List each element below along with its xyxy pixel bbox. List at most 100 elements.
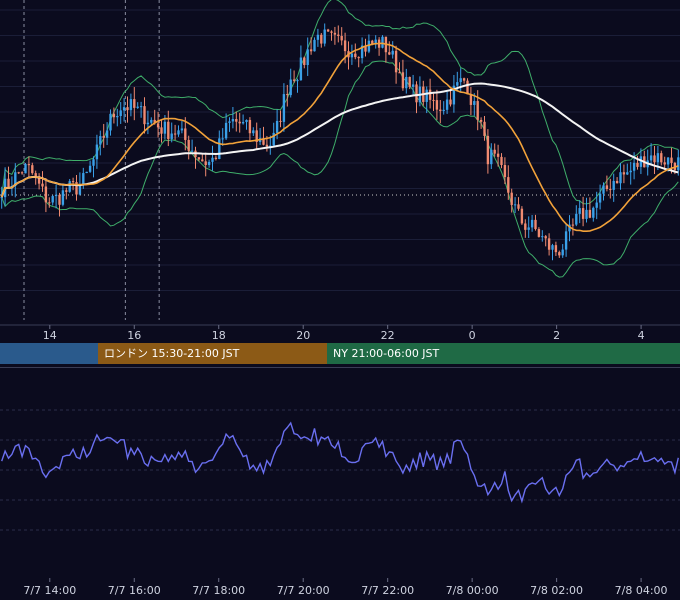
candle-up bbox=[316, 34, 320, 40]
candle-down bbox=[364, 45, 367, 52]
candle-down bbox=[333, 32, 337, 35]
oscillator-tick-label: 7/7 18:00 bbox=[192, 584, 245, 597]
candle-down bbox=[479, 119, 483, 122]
candle-up bbox=[122, 107, 126, 111]
candle-down bbox=[622, 172, 626, 175]
candle-down bbox=[235, 119, 238, 122]
candle-up bbox=[269, 145, 272, 147]
session-block bbox=[98, 343, 327, 364]
candle-down bbox=[354, 53, 357, 58]
price-tick-label: 0 bbox=[469, 329, 476, 342]
candle-down bbox=[340, 35, 343, 41]
candle-up bbox=[459, 78, 462, 83]
price-tick-label: 20 bbox=[296, 329, 310, 342]
candle-down bbox=[401, 72, 405, 89]
candle-up bbox=[92, 159, 95, 166]
candle-down bbox=[153, 119, 156, 124]
candle-down bbox=[398, 72, 401, 74]
candle-down bbox=[44, 186, 48, 203]
candle-down bbox=[238, 121, 241, 124]
candle-up bbox=[561, 249, 564, 256]
candles bbox=[0, 23, 680, 261]
candle-down bbox=[204, 161, 207, 166]
candle-down bbox=[670, 157, 673, 163]
candle-down bbox=[449, 99, 452, 105]
candle-down bbox=[524, 223, 527, 230]
candle-down bbox=[615, 180, 619, 184]
candle-up bbox=[639, 156, 643, 167]
candle-down bbox=[27, 164, 31, 166]
candle-up bbox=[619, 172, 622, 184]
candle-up bbox=[252, 130, 255, 134]
candle-up bbox=[221, 138, 224, 140]
oscillator-tick-label: 7/8 00:00 bbox=[446, 584, 499, 597]
oscillator-tick-label: 7/8 02:00 bbox=[530, 584, 583, 597]
candle-up bbox=[85, 171, 88, 174]
candle-up bbox=[411, 84, 415, 87]
price-tick-label: 16 bbox=[127, 329, 141, 342]
bollinger-upper bbox=[1, 0, 679, 205]
candle-up bbox=[177, 130, 180, 135]
candle-up bbox=[490, 149, 493, 165]
candle-down bbox=[248, 119, 252, 134]
candle-down bbox=[653, 155, 656, 163]
candle-up bbox=[68, 181, 71, 192]
candle-up bbox=[391, 50, 394, 55]
candle-down bbox=[571, 224, 575, 226]
candle-up bbox=[527, 227, 530, 230]
candle-down bbox=[357, 57, 360, 59]
candle-down bbox=[554, 245, 558, 253]
candle-down bbox=[660, 153, 663, 163]
oscillator-panel-bg bbox=[0, 368, 680, 580]
candle-down bbox=[184, 128, 187, 140]
candle-down bbox=[75, 182, 78, 195]
candle-up bbox=[360, 45, 364, 59]
candle-up bbox=[119, 110, 122, 116]
candle-down bbox=[343, 40, 347, 52]
candle-up bbox=[632, 162, 636, 171]
candle-up bbox=[224, 122, 228, 139]
candle-down bbox=[663, 162, 666, 165]
candle-up bbox=[163, 121, 167, 134]
session-label: NY 21:00-06:00 JST bbox=[333, 347, 440, 360]
candle-down bbox=[197, 157, 201, 160]
candle-down bbox=[262, 138, 265, 145]
candle-down bbox=[581, 208, 585, 219]
candle-down bbox=[112, 113, 116, 118]
candle-down bbox=[439, 109, 442, 112]
candle-up bbox=[207, 161, 211, 166]
candle-up bbox=[180, 128, 184, 131]
candle-down bbox=[214, 157, 218, 160]
candle-up bbox=[99, 136, 102, 145]
candle-down bbox=[265, 144, 269, 147]
candle-down bbox=[609, 189, 612, 191]
bollinger-lower bbox=[1, 60, 679, 278]
oscillator-tick-label: 7/7 22:00 bbox=[361, 584, 414, 597]
candle-up bbox=[282, 94, 286, 122]
candle-up bbox=[275, 120, 279, 133]
candle-up bbox=[245, 119, 248, 123]
candle-up bbox=[150, 119, 153, 123]
candle-up bbox=[442, 109, 445, 112]
candle-down bbox=[126, 107, 129, 111]
candle-down bbox=[483, 121, 486, 136]
candle-down bbox=[486, 135, 490, 165]
candle-up bbox=[595, 202, 598, 208]
candle-up bbox=[51, 196, 54, 203]
session-bar: ロンドン 15:30-21:00 JST NY 21:00-06:00 JST bbox=[0, 343, 680, 364]
candle-up bbox=[296, 80, 299, 82]
candle-down bbox=[435, 100, 439, 110]
candle-down bbox=[31, 165, 34, 174]
candle-down bbox=[156, 123, 160, 128]
candle-down bbox=[503, 165, 507, 178]
moving-average-short bbox=[0, 42, 679, 232]
candle-up bbox=[228, 121, 231, 123]
price-tick-label: 18 bbox=[212, 329, 226, 342]
candle-up bbox=[629, 170, 632, 173]
candle-up bbox=[381, 36, 384, 48]
candle-up bbox=[136, 106, 139, 108]
candle-up bbox=[592, 207, 595, 218]
candle-up bbox=[649, 155, 653, 161]
candle-down bbox=[517, 204, 520, 209]
